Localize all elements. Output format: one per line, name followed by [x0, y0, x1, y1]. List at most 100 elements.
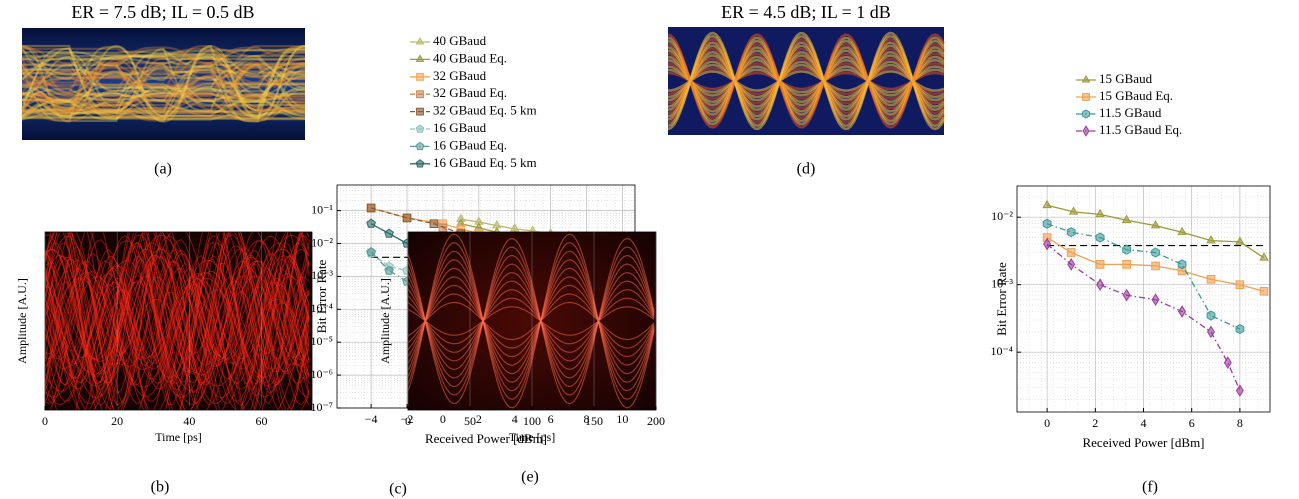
- legend-marker: [415, 159, 425, 168]
- y-tick-label: 10⁻⁵: [310, 334, 333, 348]
- legend-label: 32 GBaud: [433, 68, 487, 83]
- eye-trace: [667, 60, 945, 102]
- eye-trace: [667, 54, 945, 108]
- eye-trace: [21, 93, 306, 118]
- x-tick-label: 2: [476, 412, 482, 426]
- eye-trace: [45, 277, 310, 385]
- eye-trace: [45, 234, 310, 360]
- eye-trace: [408, 250, 655, 392]
- marker: [384, 228, 394, 238]
- eye-trace: [21, 98, 305, 121]
- eye-trace: [45, 240, 310, 406]
- eye-trace: [22, 98, 306, 108]
- marker: [1121, 214, 1132, 223]
- eye-trace: [408, 297, 655, 345]
- eye-trace: [21, 58, 305, 111]
- eye-trace: [21, 89, 306, 109]
- x-tick-label: −4: [365, 412, 378, 426]
- x-tick-label: 4: [1141, 416, 1147, 430]
- x-tick-label: 8: [1237, 416, 1243, 430]
- eye-trace: [667, 68, 945, 94]
- eye-trace: [20, 57, 305, 112]
- eye-trace: [667, 70, 945, 92]
- eye-trace: [45, 259, 310, 370]
- eye-trace: [45, 242, 310, 379]
- eye-trace: [667, 71, 945, 91]
- marker: [402, 213, 412, 223]
- eye-trace: [45, 242, 310, 405]
- eye-trace: [667, 36, 946, 126]
- eye-trace: [45, 248, 310, 375]
- eye-trace: [408, 271, 655, 371]
- eye-trace: [408, 233, 655, 409]
- eye-trace: [45, 232, 304, 384]
- eye-trace: [21, 47, 306, 90]
- x-tick-label: 10: [616, 412, 628, 426]
- eye-trace: [21, 109, 306, 117]
- legend-label: 15 GBaud: [1099, 71, 1153, 86]
- marker: [1095, 232, 1105, 243]
- eye-trace: [45, 248, 310, 363]
- legend-label: 16 GBaud Eq.: [433, 137, 507, 152]
- eye-traces: [45, 232, 310, 410]
- eye-trace: [45, 260, 310, 368]
- eye-trace: [21, 70, 306, 103]
- marker: [1066, 248, 1076, 257]
- eye-trace: [45, 267, 310, 410]
- eye-trace: [21, 85, 306, 112]
- panel-label: (e): [521, 469, 539, 486]
- eye-trace: [667, 31, 946, 131]
- y-tick-label: 10⁻⁷: [310, 400, 333, 414]
- eye-trace: [45, 232, 301, 387]
- y-tick-label: 10⁻⁶: [310, 367, 333, 381]
- y-tick-label: 10⁻⁴: [310, 301, 333, 315]
- marker: [438, 223, 448, 233]
- x-tick-label: 0: [440, 412, 446, 426]
- x-tick-label: 4: [512, 412, 518, 426]
- y-tick-label: 10⁻²: [311, 235, 333, 249]
- x-tick-label: 6: [548, 412, 554, 426]
- eye-trace: [408, 293, 655, 349]
- marker: [384, 265, 394, 275]
- marker: [1122, 260, 1131, 269]
- eye-trace: [22, 93, 306, 114]
- eye-trace: [45, 232, 310, 385]
- marker: [1067, 258, 1076, 271]
- eye-trace: [22, 63, 306, 92]
- eye-trace: [22, 49, 306, 119]
- eye-trace: [45, 275, 310, 360]
- marker: [1223, 356, 1232, 369]
- eye-trace: [49, 261, 310, 410]
- marker: [1042, 233, 1052, 242]
- eye-trace: [667, 58, 945, 104]
- legend-marker: [1082, 125, 1090, 137]
- marker: [1066, 227, 1076, 238]
- eye-trace: [45, 302, 310, 390]
- eye-trace: [408, 284, 655, 358]
- eye-trace: [45, 271, 310, 398]
- eye-trace: [667, 39, 946, 123]
- legend-label: 40 GBaud Eq.: [433, 50, 507, 65]
- eye-trace: [667, 42, 946, 120]
- marker: [1259, 252, 1269, 261]
- panel-label: (f): [1142, 479, 1158, 496]
- eye-trace: [21, 61, 306, 94]
- eye-trace: [21, 88, 306, 102]
- y-axis-label: Amplitude [A.U.]: [15, 278, 29, 364]
- legend-label: 32 GBaud Eq. 5 km: [433, 103, 537, 118]
- x-axis-label: Received Power [dBm]: [1082, 435, 1204, 450]
- eye-trace: [21, 54, 306, 81]
- eye-trace: [21, 76, 305, 86]
- y-tick-label: 10⁻²: [991, 209, 1013, 223]
- eye-trace: [45, 254, 310, 384]
- marker: [1068, 206, 1079, 215]
- y-axis-label: Bit Error Rate: [314, 259, 329, 333]
- eye-trace: [45, 277, 310, 388]
- eye-trace: [667, 65, 945, 97]
- eye-trace: [667, 38, 946, 124]
- marker: [1122, 288, 1131, 302]
- eye-trace: [21, 48, 305, 68]
- eye-trace: [21, 62, 306, 84]
- eye-image: [22, 28, 305, 140]
- eye-trace: [667, 55, 945, 107]
